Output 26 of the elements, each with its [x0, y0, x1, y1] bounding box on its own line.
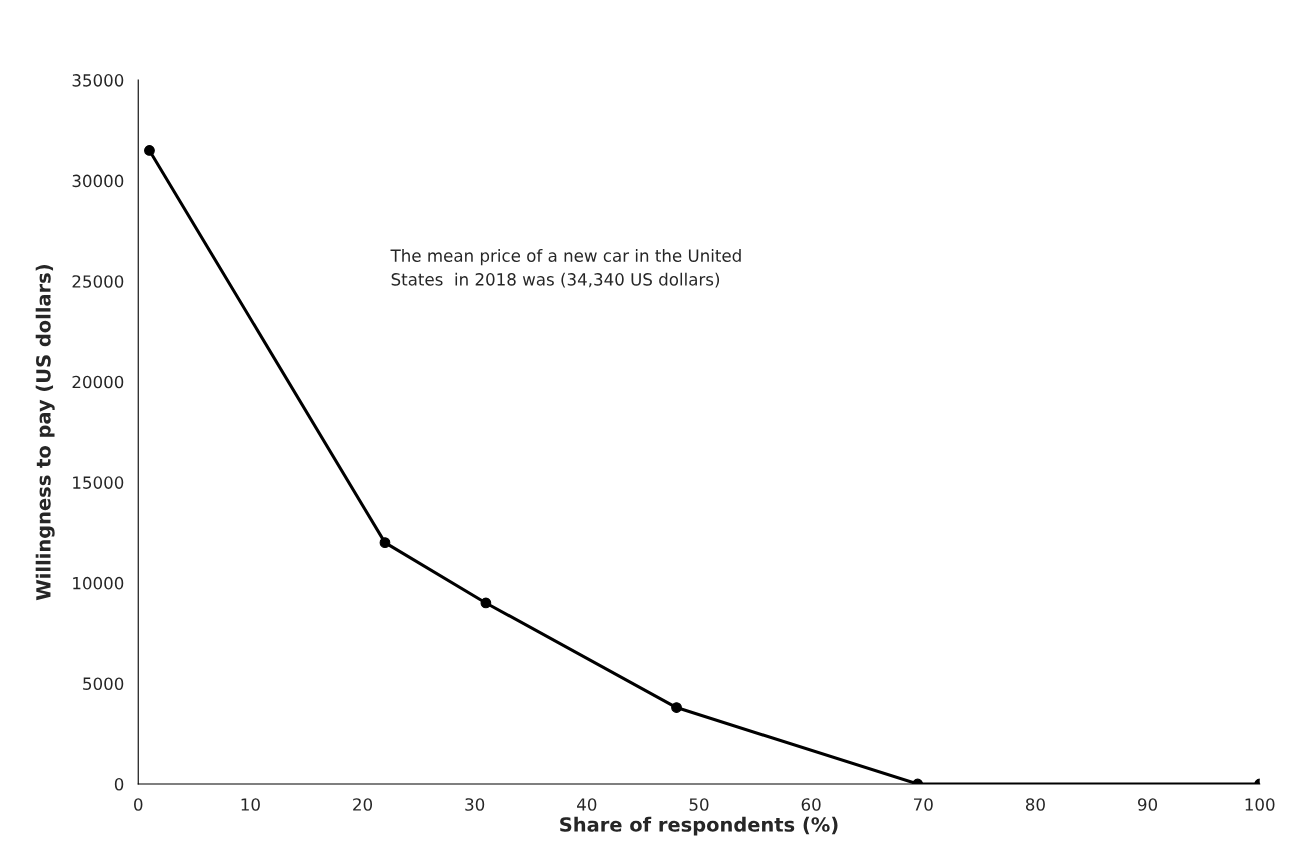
x-tick-label: 20 — [353, 798, 373, 811]
y-tick-label: 30000 — [72, 174, 124, 188]
point — [671, 702, 682, 713]
y-tick-label: 20000 — [72, 375, 124, 389]
x-tick-label: 60 — [801, 798, 821, 811]
x-tick-label: 100 — [1245, 798, 1275, 811]
x-tick-label: 90 — [1138, 798, 1158, 811]
y-tick-label: 15000 — [73, 476, 124, 489]
x-tick-label: 40 — [577, 798, 597, 811]
y-tick-label: 25000 — [72, 275, 124, 288]
x-tick-label: 0 — [134, 798, 143, 811]
point — [480, 597, 492, 609]
y-tick-label: 5000 — [83, 677, 124, 690]
point — [144, 145, 155, 156]
x-tick-label: 70 — [914, 798, 933, 811]
x-tick-label: 50 — [689, 798, 709, 811]
y-axis-title: Willingness to pay (US dollars) — [35, 265, 55, 601]
y-tick-label: 35000 — [72, 74, 124, 87]
x-axis-title: Share of respondents (%) — [560, 816, 838, 836]
y-tick-label: 0 — [114, 777, 124, 791]
annotation: The mean price of a new car in the United States in 2018 was (34,340 US dollars) — [390, 249, 741, 288]
x-tick-label: 10 — [241, 798, 260, 811]
x-tick-label: 30 — [465, 798, 485, 811]
x-tick-label: 80 — [1025, 798, 1045, 811]
point — [379, 537, 391, 549]
y-tick-label: 10000 — [73, 576, 124, 590]
